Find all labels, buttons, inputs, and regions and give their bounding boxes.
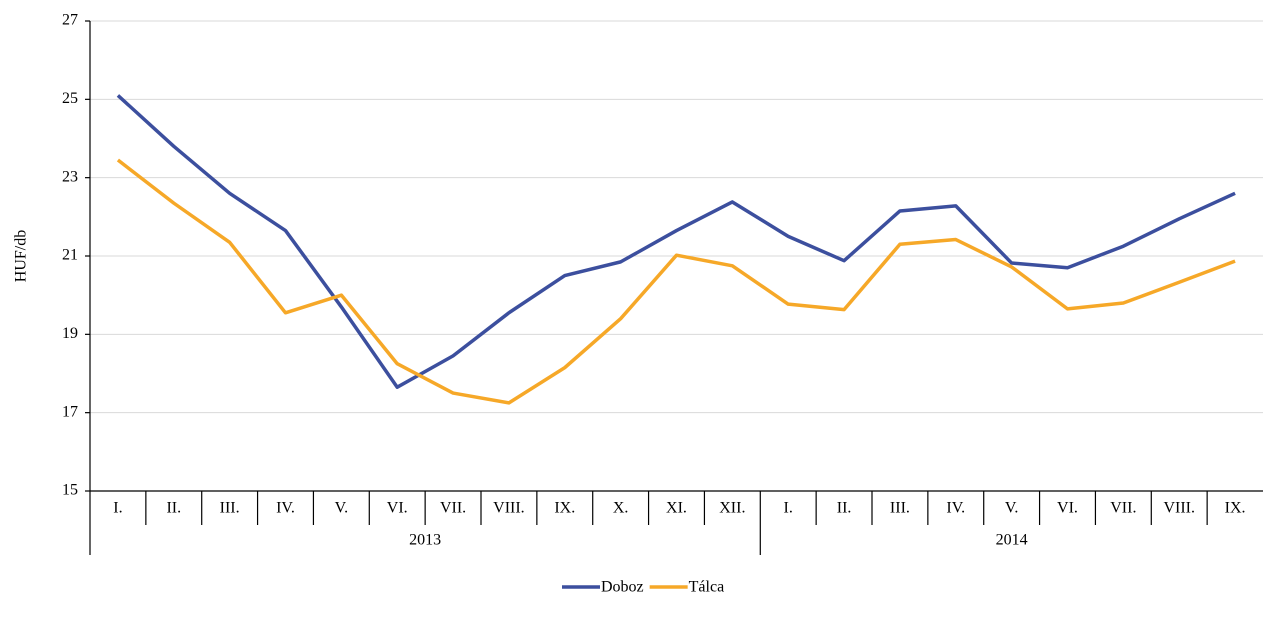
series-line	[116, 158, 1236, 405]
x-tick-label: XI.	[666, 500, 687, 517]
x-tick-label: VI.	[387, 500, 408, 517]
x-tick-label: VII.	[440, 500, 466, 517]
y-tick-label: 19	[62, 325, 78, 342]
x-tick-label: IV.	[276, 500, 295, 517]
y-tick-label: 17	[62, 403, 78, 420]
y-tick-label: 15	[62, 482, 78, 499]
x-tick-label: VI.	[1057, 500, 1078, 517]
y-tick-label: 27	[62, 12, 78, 29]
x-tick-label: IX.	[1225, 500, 1246, 517]
x-tick-label: VII.	[1110, 500, 1136, 517]
group-label: 2014	[996, 532, 1028, 549]
legend-label: Doboz	[601, 579, 644, 596]
legend-label: Tálca	[689, 579, 725, 596]
y-tick-label: 21	[62, 247, 78, 264]
y-tick-label: 25	[62, 90, 78, 107]
x-tick-label: VIII.	[1163, 500, 1195, 517]
x-tick-label: I.	[113, 500, 122, 517]
x-tick-label: V.	[1005, 500, 1019, 517]
x-tick-label: X.	[613, 500, 629, 517]
y-tick-label: 23	[62, 168, 78, 185]
x-tick-label: II.	[837, 500, 852, 517]
series-line	[116, 94, 1236, 389]
x-tick-label: III.	[220, 500, 240, 517]
x-tick-label: I.	[784, 500, 793, 517]
group-label: 2013	[409, 532, 441, 549]
x-tick-label: III.	[890, 500, 910, 517]
x-tick-label: IV.	[946, 500, 965, 517]
x-tick-label: V.	[335, 500, 349, 517]
x-tick-label: II.	[166, 500, 181, 517]
x-tick-label: IX.	[554, 500, 575, 517]
x-tick-label: XII.	[719, 500, 745, 517]
y-axis-label: HUF/db	[13, 230, 30, 282]
x-tick-label: VIII.	[493, 500, 525, 517]
